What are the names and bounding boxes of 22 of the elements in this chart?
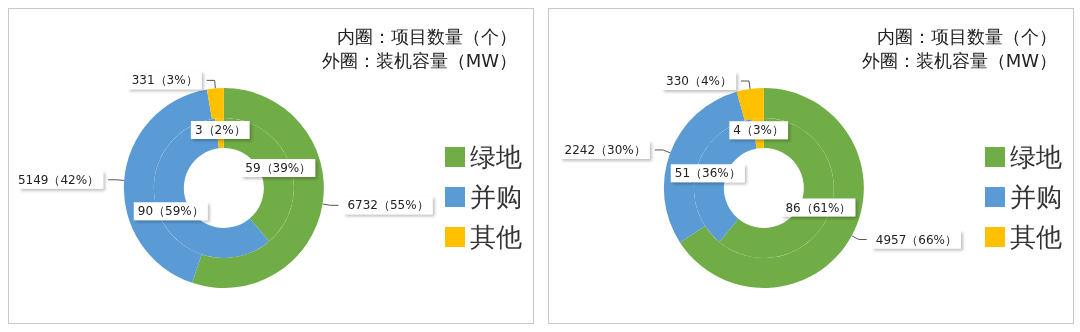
data-label: 3（2%） bbox=[194, 123, 246, 138]
text: 内圈：项目数量（个） bbox=[337, 25, 517, 47]
text: 外圈：装机容量（MW） bbox=[321, 49, 517, 71]
data-label: 86（61%） bbox=[785, 200, 852, 215]
text: 外圈：装机容量（MW） bbox=[861, 49, 1057, 71]
data-label: 330（4%） bbox=[666, 74, 733, 88]
legend-label: 绿地 bbox=[1010, 142, 1062, 172]
data-label: 331（3%） bbox=[131, 73, 198, 88]
data-label: 51（36%） bbox=[674, 166, 741, 181]
legend-label: 绿地 bbox=[470, 142, 522, 172]
data-label: 4957（66%） bbox=[875, 232, 957, 247]
legend-label: 其他 bbox=[1010, 222, 1062, 252]
data-label: 2242（30%） bbox=[564, 142, 646, 157]
data-label: 5149（42%） bbox=[17, 172, 100, 187]
legend-label: 并购 bbox=[1010, 182, 1062, 212]
data-label: 90（59%） bbox=[137, 204, 204, 219]
legend-label: 并购 bbox=[470, 182, 522, 212]
text: 内圈：项目数量（个） bbox=[877, 25, 1057, 47]
data-label: 59（39%） bbox=[245, 161, 312, 176]
legend-label: 其他 bbox=[470, 222, 522, 252]
data-label: 6732（55%） bbox=[347, 198, 429, 213]
data-label: 4（3%） bbox=[733, 123, 785, 138]
